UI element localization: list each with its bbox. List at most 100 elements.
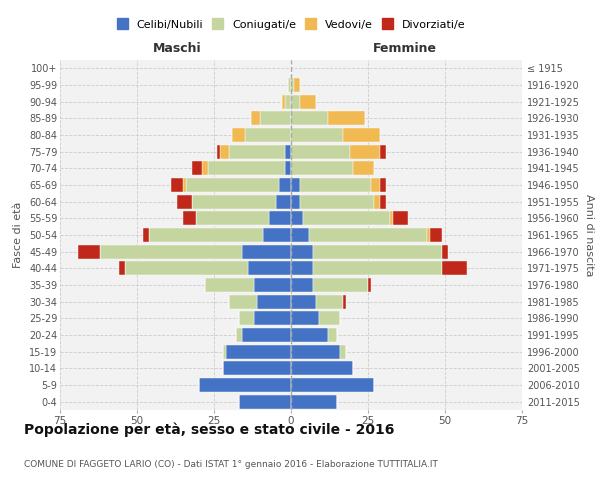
Bar bbox=[328, 328, 337, 342]
Bar bbox=[239, 311, 254, 326]
Bar bbox=[217, 144, 220, 159]
Bar bbox=[343, 294, 346, 308]
Bar bbox=[291, 328, 328, 342]
Bar bbox=[285, 144, 291, 159]
Bar bbox=[223, 344, 226, 359]
Bar bbox=[202, 162, 208, 175]
Bar bbox=[300, 94, 316, 109]
Bar bbox=[291, 112, 328, 126]
Bar bbox=[143, 228, 149, 242]
Bar bbox=[236, 328, 242, 342]
Bar bbox=[380, 144, 386, 159]
Bar bbox=[193, 194, 275, 209]
Bar bbox=[254, 278, 291, 292]
Bar bbox=[291, 78, 294, 92]
Bar bbox=[328, 112, 365, 126]
Bar bbox=[242, 328, 291, 342]
Bar bbox=[125, 261, 248, 276]
Bar bbox=[291, 162, 353, 175]
Bar bbox=[316, 294, 343, 308]
Bar bbox=[226, 344, 291, 359]
Bar bbox=[291, 244, 313, 259]
Bar bbox=[278, 178, 291, 192]
Legend: Celibi/Nubili, Coniugati/e, Vedovi/e, Divorziati/e: Celibi/Nubili, Coniugati/e, Vedovi/e, Di… bbox=[112, 14, 470, 34]
Bar bbox=[149, 228, 263, 242]
Bar bbox=[208, 162, 285, 175]
Bar bbox=[183, 178, 186, 192]
Bar bbox=[300, 194, 374, 209]
Bar bbox=[260, 112, 291, 126]
Bar bbox=[389, 211, 392, 226]
Bar bbox=[291, 94, 300, 109]
Bar bbox=[427, 228, 430, 242]
Bar bbox=[291, 128, 343, 142]
Bar bbox=[183, 211, 196, 226]
Bar bbox=[119, 261, 125, 276]
Bar bbox=[257, 294, 291, 308]
Bar bbox=[291, 361, 353, 376]
Bar bbox=[430, 228, 442, 242]
Bar bbox=[343, 128, 380, 142]
Bar bbox=[340, 344, 346, 359]
Bar bbox=[291, 378, 374, 392]
Bar bbox=[239, 394, 291, 409]
Bar bbox=[291, 278, 313, 292]
Bar bbox=[220, 144, 229, 159]
Bar bbox=[380, 194, 386, 209]
Bar bbox=[392, 211, 408, 226]
Bar bbox=[300, 178, 371, 192]
Bar bbox=[319, 311, 340, 326]
Bar bbox=[269, 211, 291, 226]
Bar bbox=[254, 311, 291, 326]
Bar bbox=[368, 278, 371, 292]
Y-axis label: Anni di nascita: Anni di nascita bbox=[584, 194, 593, 276]
Bar bbox=[313, 244, 442, 259]
Bar bbox=[291, 394, 337, 409]
Bar bbox=[310, 228, 427, 242]
Bar bbox=[313, 261, 442, 276]
Bar bbox=[371, 178, 380, 192]
Y-axis label: Fasce di età: Fasce di età bbox=[13, 202, 23, 268]
Bar bbox=[285, 94, 291, 109]
Bar bbox=[199, 378, 291, 392]
Bar bbox=[380, 178, 386, 192]
Bar bbox=[205, 278, 254, 292]
Bar bbox=[229, 294, 257, 308]
Bar bbox=[291, 261, 313, 276]
Bar bbox=[350, 144, 380, 159]
Bar bbox=[245, 128, 291, 142]
Bar bbox=[291, 228, 310, 242]
Bar bbox=[186, 178, 278, 192]
Bar bbox=[229, 144, 285, 159]
Bar bbox=[291, 294, 316, 308]
Bar bbox=[79, 244, 100, 259]
Bar bbox=[100, 244, 242, 259]
Text: COMUNE DI FAGGETO LARIO (CO) - Dati ISTAT 1° gennaio 2016 - Elaborazione TUTTITA: COMUNE DI FAGGETO LARIO (CO) - Dati ISTA… bbox=[24, 460, 438, 469]
Bar bbox=[291, 194, 300, 209]
Bar bbox=[232, 128, 245, 142]
Bar bbox=[282, 94, 285, 109]
Bar bbox=[275, 194, 291, 209]
Bar bbox=[242, 244, 291, 259]
Bar bbox=[251, 112, 260, 126]
Bar bbox=[291, 144, 350, 159]
Bar bbox=[288, 78, 291, 92]
Bar bbox=[442, 244, 448, 259]
Bar bbox=[374, 194, 380, 209]
Bar bbox=[353, 162, 374, 175]
Bar bbox=[177, 194, 193, 209]
Bar bbox=[291, 178, 300, 192]
Bar bbox=[263, 228, 291, 242]
Bar bbox=[171, 178, 183, 192]
Bar bbox=[291, 344, 340, 359]
Bar bbox=[304, 211, 389, 226]
Bar bbox=[291, 211, 304, 226]
Bar bbox=[193, 162, 202, 175]
Bar bbox=[313, 278, 368, 292]
Text: Maschi: Maschi bbox=[153, 42, 202, 55]
Bar bbox=[294, 78, 300, 92]
Text: Femmine: Femmine bbox=[373, 42, 437, 55]
Text: Popolazione per età, sesso e stato civile - 2016: Popolazione per età, sesso e stato civil… bbox=[24, 422, 394, 437]
Bar bbox=[248, 261, 291, 276]
Bar bbox=[223, 361, 291, 376]
